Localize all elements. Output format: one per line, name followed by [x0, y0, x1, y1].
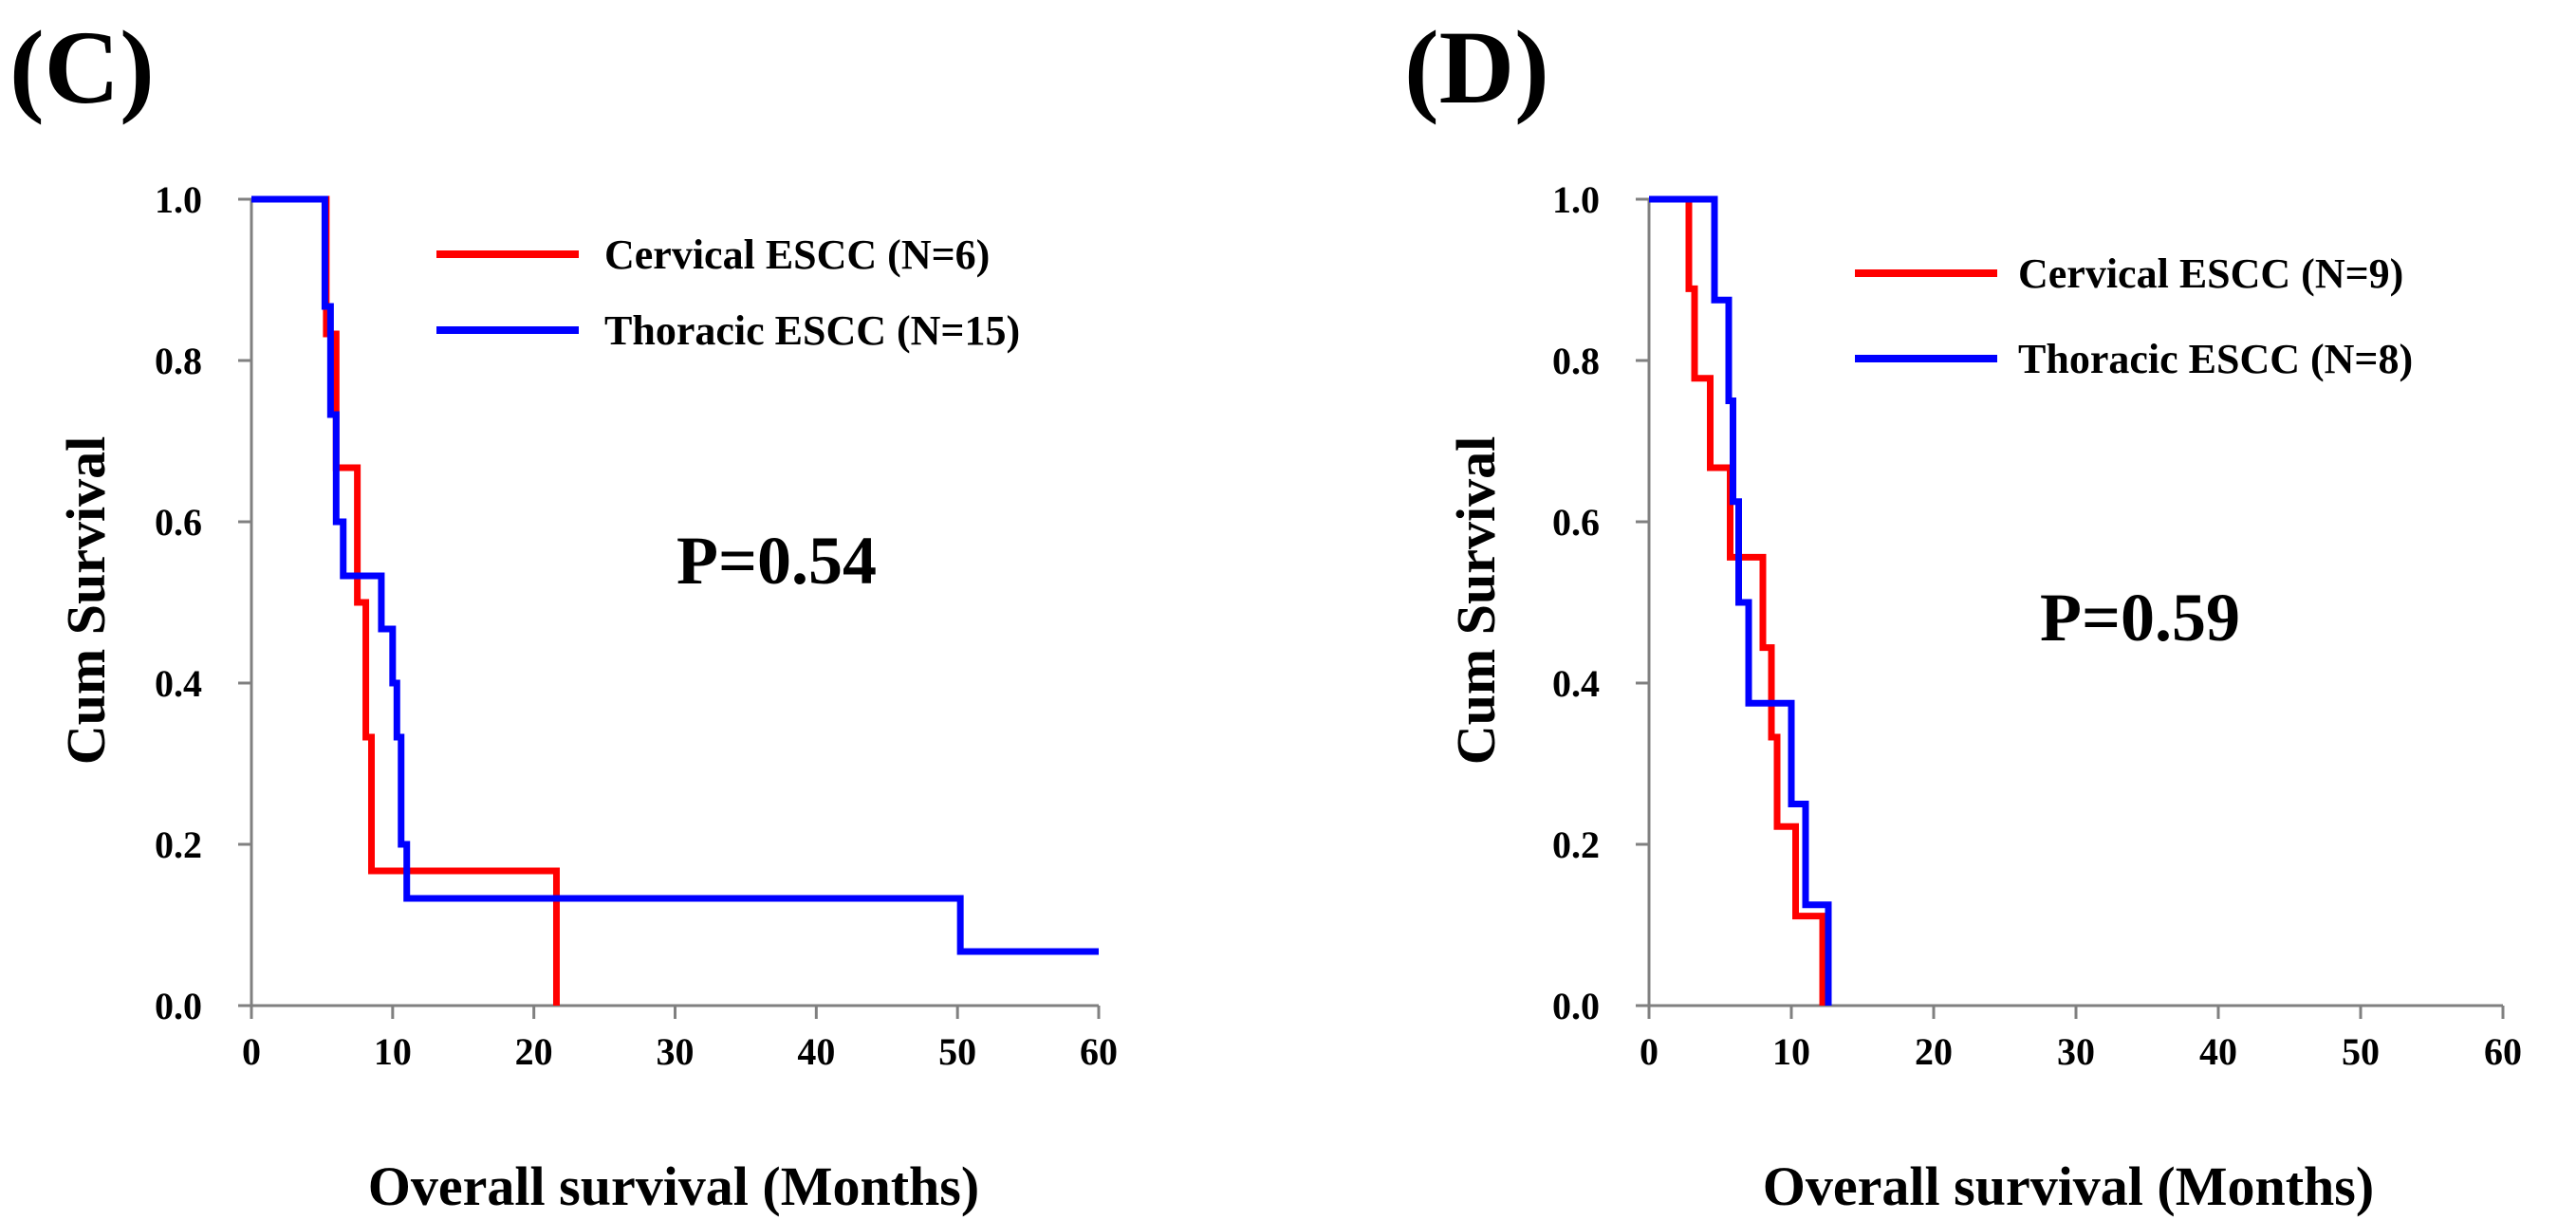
y-tick-label: 0.8: [1552, 340, 1600, 382]
km-curve-cervical: [251, 195, 560, 1006]
x-tick-label: 30: [2057, 1030, 2095, 1073]
legend-label-cervical: Cervical ESCC (N=9): [2018, 250, 2403, 297]
legend-label-cervical: Cervical ESCC (N=6): [604, 231, 990, 278]
y-tick-label: 1.0: [1552, 178, 1600, 221]
series-layer: [1649, 195, 1832, 1006]
y-axis-title: Cum Survival: [55, 436, 117, 765]
legend-label-thoracic: Thoracic ESCC (N=15): [604, 307, 1020, 354]
km-curve-cervical: [1649, 195, 1826, 1006]
axis-ticks: 0 10 20 30 40 50 60 0.0 0.2 0.4 0.6 0.8 1.0: [155, 178, 1118, 1073]
x-tick-label: 0: [242, 1030, 261, 1073]
x-tick-label: 20: [1915, 1030, 1953, 1073]
legend: Cervical ESCC (N=9) Thoracic ESCC (N=8): [1855, 250, 2413, 382]
series-layer: [251, 195, 1099, 1006]
km-curve-thoracic: [251, 195, 1099, 955]
y-tick-label: 0.4: [155, 662, 202, 705]
x-tick-label: 20: [515, 1030, 553, 1073]
p-value-annotation: P=0.59: [2040, 580, 2240, 656]
y-axis-title: Cum Survival: [1445, 436, 1507, 765]
legend-label-thoracic: Thoracic ESCC (N=8): [2018, 336, 2413, 382]
x-axis-title: Overall survival (Months): [1763, 1155, 2374, 1217]
x-tick-label: 40: [2199, 1030, 2237, 1073]
x-tick-label: 10: [374, 1030, 412, 1073]
y-tick-label: 0.2: [1552, 823, 1600, 866]
y-tick-label: 0.0: [1552, 985, 1600, 1027]
panel-d: (D) Cum Survival Overall survival (Month…: [1404, 9, 2522, 1217]
y-tick-label: 0.6: [155, 501, 202, 544]
x-tick-label: 60: [1080, 1030, 1118, 1073]
x-tick-label: 60: [2484, 1030, 2522, 1073]
x-tick-label: 30: [657, 1030, 695, 1073]
axis-ticks: 0 10 20 30 40 50 60 0.0 0.2 0.4 0.6 0.8 1.0: [1552, 178, 2522, 1073]
x-tick-label: 40: [797, 1030, 835, 1073]
legend: Cervical ESCC (N=6) Thoracic ESCC (N=15): [436, 231, 1020, 354]
y-tick-label: 0.8: [155, 340, 202, 382]
p-value-annotation: P=0.54: [676, 523, 877, 599]
panel-label: (D): [1404, 9, 1549, 125]
y-tick-label: 0.0: [155, 985, 202, 1027]
x-tick-label: 50: [938, 1030, 976, 1073]
x-axis-title: Overall survival (Months): [368, 1155, 979, 1217]
panel-label: (C): [9, 9, 155, 125]
x-tick-label: 50: [2342, 1030, 2380, 1073]
y-tick-label: 0.2: [155, 823, 202, 866]
x-tick-label: 10: [1772, 1030, 1810, 1073]
y-tick-label: 1.0: [155, 178, 202, 221]
panel-c: (C) Cum Survival Overall survival (Month…: [9, 9, 1118, 1217]
km-curve-thoracic: [1649, 195, 1832, 1006]
y-tick-label: 0.6: [1552, 501, 1600, 544]
x-tick-label: 0: [1640, 1030, 1659, 1073]
y-tick-label: 0.4: [1552, 662, 1600, 705]
